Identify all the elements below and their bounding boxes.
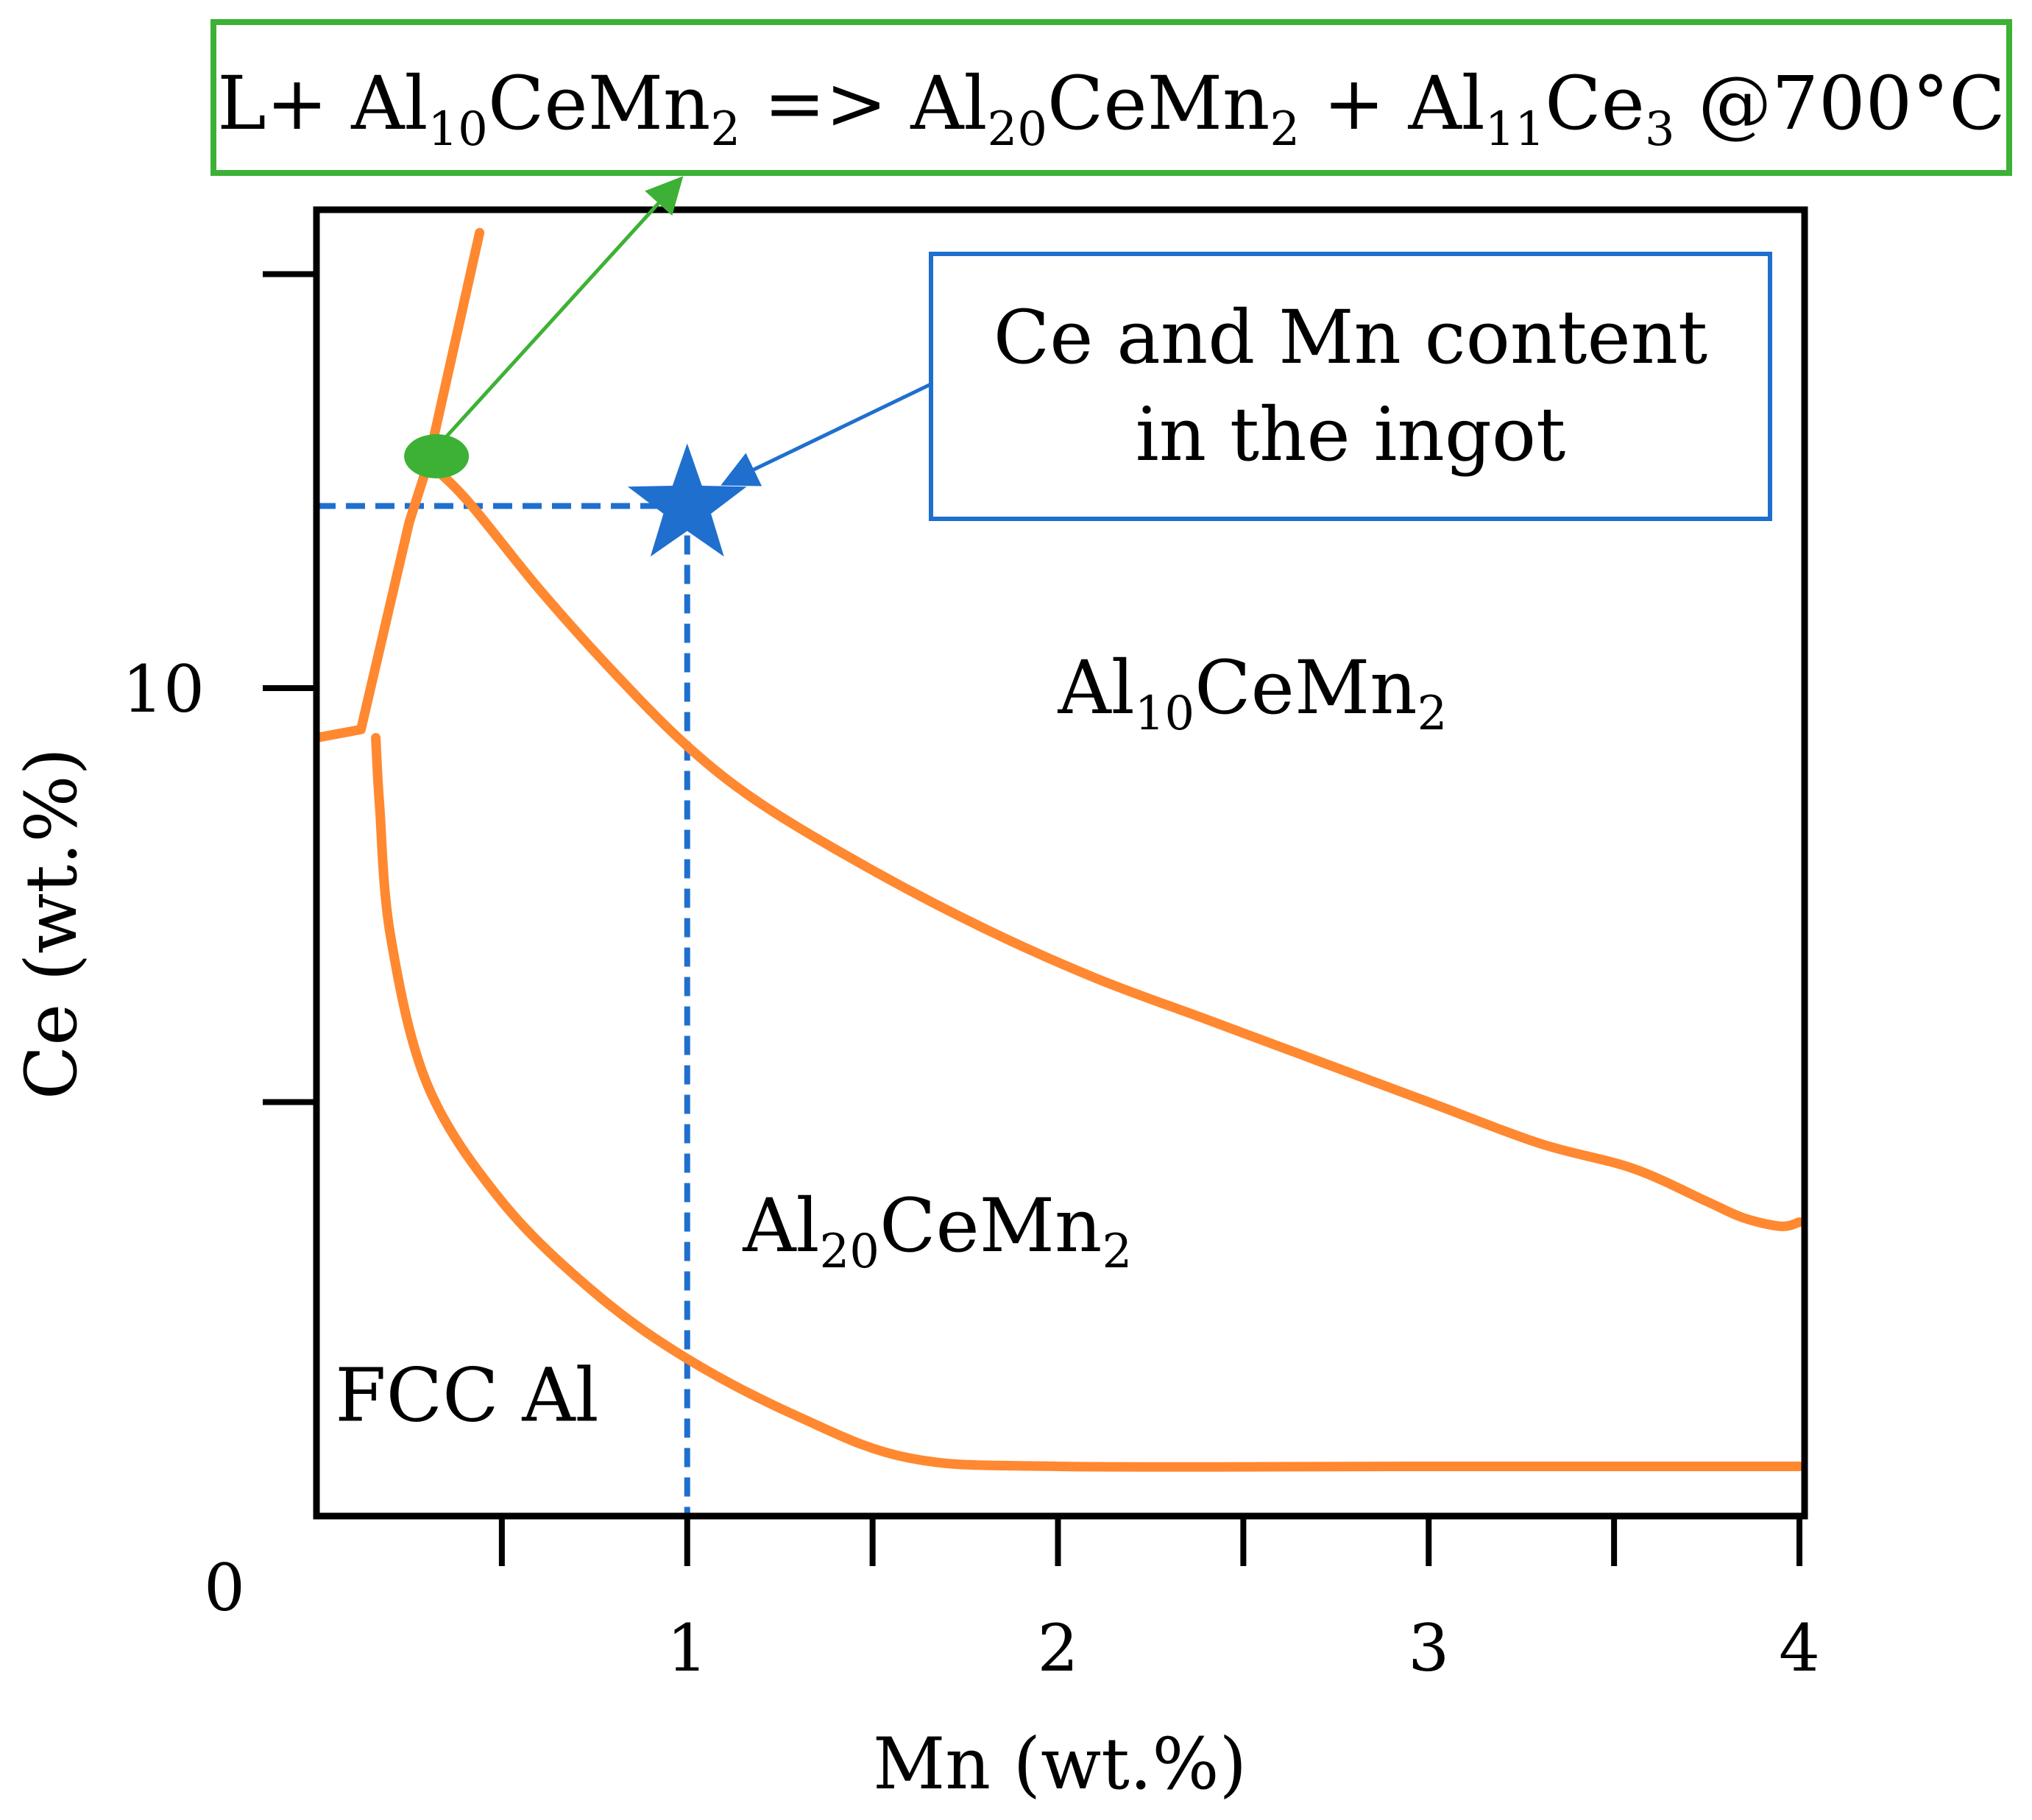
phase-boundary-2 — [415, 451, 1805, 1231]
x-tick-label: 0 — [204, 1550, 245, 1626]
x-tick-label: 3 — [1408, 1610, 1449, 1686]
phase-boundaries — [316, 227, 1805, 1472]
phase-region-labels: FCC Al Al20CeMn2 Al10CeMn2 — [335, 645, 1447, 1439]
phase-region-label: Al20CeMn2 — [742, 1183, 1132, 1279]
x-tick-label: 2 — [1038, 1610, 1079, 1686]
phase-boundary-1 — [316, 227, 485, 743]
y-axis-label: Ce (wt.%) — [10, 748, 93, 1100]
reaction-point-marker — [404, 434, 470, 478]
callout-arrows — [435, 176, 932, 486]
reaction-callout: L+ Al10CeMn2 => Al20CeMn2 + Al11Ce3 @700… — [210, 19, 2012, 176]
ingot-callout-arrow — [721, 382, 932, 486]
markers — [404, 434, 747, 557]
x-axis-label: Mn (wt.%) — [873, 1723, 1247, 1805]
reaction-callout-box — [210, 19, 2012, 176]
ingot-guide-lines — [316, 503, 690, 1516]
x-tick-label: 4 — [1779, 1610, 1820, 1686]
x-tick-label: 1 — [667, 1610, 708, 1686]
ingot-callout-line1: Ce and Mn content — [994, 294, 1707, 380]
ingot-callout: Ce and Mn content in the ingot — [929, 252, 1772, 521]
reaction-callout-arrow — [435, 176, 684, 449]
phase-region-label: FCC Al — [335, 1353, 598, 1439]
ingot-callout-box — [929, 252, 1772, 521]
phase-boundary-3 — [371, 733, 1805, 1472]
y-tick-label: 10 — [122, 651, 205, 727]
axis-ticks: 0 1 2 3 4 10 — [122, 271, 1820, 1686]
phase-region-label: Al10CeMn2 — [1058, 645, 1448, 741]
reaction-callout-text: L+ Al10CeMn2 => Al20CeMn2 + Al11Ce3 @700… — [217, 60, 2005, 157]
ingot-star-marker — [627, 443, 747, 557]
ingot-callout-line2: in the ingot — [1136, 392, 1566, 478]
